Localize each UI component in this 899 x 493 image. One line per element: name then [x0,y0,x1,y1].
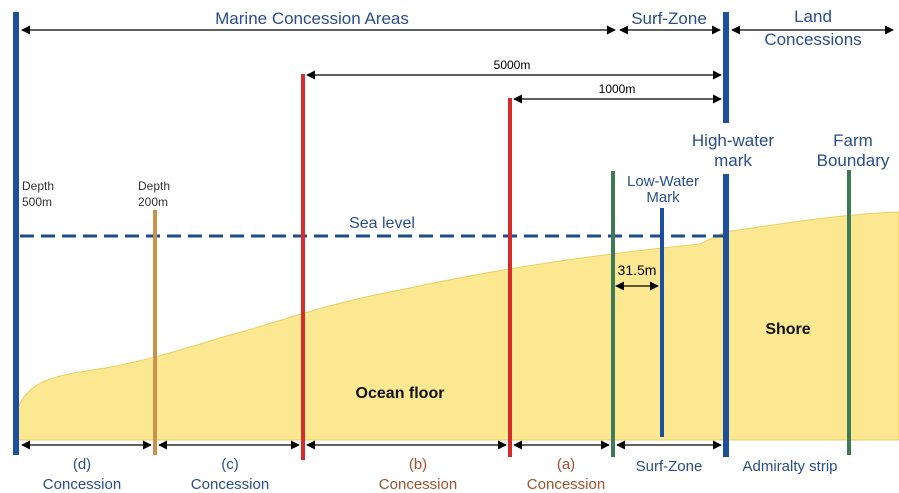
farm-boundary-label-line1: Farm [833,131,873,150]
marine-concession-label: Marine Concession Areas [215,9,409,28]
ocean-floor-label: Ocean floor [356,385,445,402]
farm-boundary-label-line2: Boundary [817,151,890,170]
distance-1000m-label: 1000m [599,82,636,96]
concession-b-letter: (b) [409,456,427,473]
concession-b-label: Concession [379,476,457,493]
land-concessions-label-line1: Land [794,7,832,26]
concession-d-letter: (d) [73,456,91,473]
sea-level-label: Sea level [349,215,415,232]
depth-500m-label-line1: Depth [22,179,54,193]
surf-zone-bottom-label: Surf-Zone [636,458,703,475]
distance-5000m-label: 5000m [494,58,531,72]
concession-a-letter: (a) [557,456,575,473]
depth-200m-label-line1: Depth [138,179,170,193]
land-profile [17,211,899,441]
high-water-mark-label-line2: mark [714,151,752,170]
concession-d-label: Concession [43,476,121,493]
depth-500m-label-line2: 500m [22,195,52,209]
concession-c-letter: (c) [221,456,239,473]
shore-label: Shore [765,321,810,338]
land-concessions-label-line2: Concessions [764,30,861,49]
concession-c-label: Concession [191,476,269,493]
low-water-mark-label-line1: Low-Water [627,173,699,190]
admiralty-strip-label: Admiralty strip [742,458,837,475]
low-water-mark-label-line2: Mark [646,189,680,206]
concession-a-label: Concession [527,476,605,493]
surf-zone-top-label: Surf-Zone [631,9,707,28]
high-water-mark-label-line1: High-water [692,131,775,150]
depth-200m-label-line2: 200m [138,195,168,209]
distance-31-5m-label: 31.5m [618,262,657,278]
